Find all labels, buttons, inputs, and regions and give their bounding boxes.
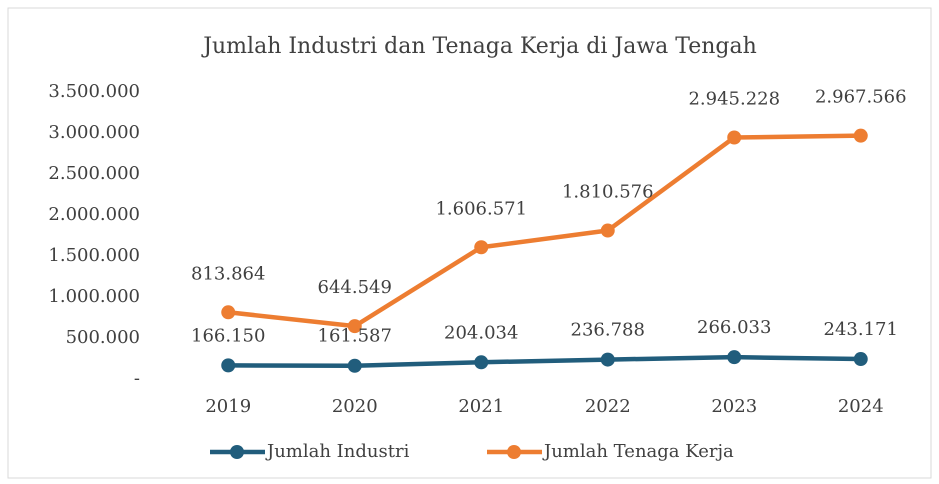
legend-label: Jumlah Tenaga Kerja — [542, 441, 734, 462]
data-point — [221, 305, 236, 320]
chart-border — [7, 7, 932, 479]
data-point — [474, 355, 489, 370]
x-tick-label: 2021 — [458, 396, 504, 417]
legend-marker — [230, 445, 244, 459]
legend-label: Jumlah Industri — [265, 441, 410, 462]
y-tick-label: 1.500.000 — [48, 245, 140, 266]
data-label: 243.171 — [824, 319, 898, 340]
data-point — [347, 358, 362, 373]
data-label: 2.967.566 — [815, 87, 907, 108]
data-point — [600, 352, 615, 367]
chart-title: Jumlah Industri dan Tenaga Kerja di Jawa… — [201, 34, 757, 59]
x-tick-label: 2024 — [838, 396, 884, 417]
data-label: 204.034 — [444, 322, 518, 343]
data-label: 2.945.228 — [688, 88, 780, 109]
y-tick-label: 1.000.000 — [48, 286, 140, 307]
data-point — [347, 319, 362, 334]
y-tick-label: 500.000 — [66, 327, 140, 348]
y-tick-label: 3.500.000 — [48, 81, 140, 102]
data-point — [727, 350, 742, 365]
data-label: 813.864 — [191, 263, 265, 284]
y-tick-label: 3.000.000 — [48, 122, 140, 143]
x-tick-label: 2019 — [205, 396, 251, 417]
data-point — [853, 352, 868, 367]
data-label: 161.587 — [318, 326, 392, 347]
x-tick-label: 2020 — [332, 396, 378, 417]
data-label: 166.150 — [191, 325, 265, 346]
data-label: 644.549 — [318, 277, 392, 298]
y-tick-label: - — [134, 368, 140, 389]
legend-marker — [507, 445, 521, 459]
data-point — [474, 240, 489, 255]
series-line — [228, 354, 861, 368]
series-line — [228, 133, 861, 329]
data-point — [853, 128, 868, 143]
data-point — [221, 358, 236, 373]
x-tick-label: 2023 — [711, 396, 757, 417]
data-point — [600, 223, 615, 238]
data-label: 236.788 — [571, 320, 645, 341]
data-point — [727, 130, 742, 145]
y-tick-label: 2.000.000 — [48, 204, 140, 225]
y-tick-label: 2.500.000 — [48, 163, 140, 184]
data-label: 1.810.576 — [562, 182, 654, 203]
data-label: 1.606.571 — [435, 198, 527, 219]
data-label: 266.033 — [697, 317, 771, 338]
x-tick-label: 2022 — [585, 396, 631, 417]
